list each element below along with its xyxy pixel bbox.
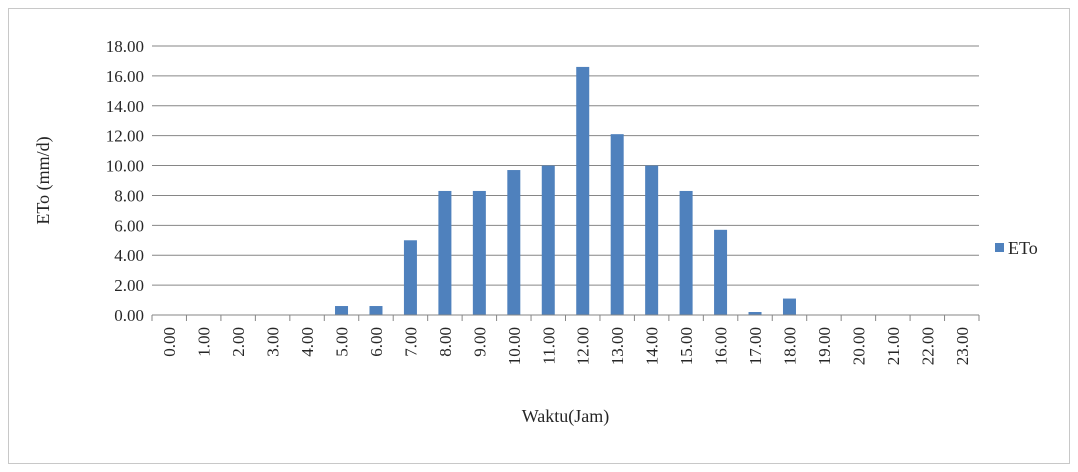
x-tick-label: 10.00: [505, 327, 524, 365]
x-tick-label: 18.00: [780, 327, 799, 365]
y-axis-title: ETo (mm/d): [33, 136, 54, 224]
legend-swatch-eto: [995, 243, 1004, 252]
x-tick-label: 11.00: [539, 327, 558, 365]
x-tick-label: 19.00: [815, 327, 834, 365]
bar-chart: 0.00 2.00 4.00 6.00 8.00 10.00 12.00 14.00 16.00…: [33, 37, 1038, 427]
bar: [576, 66, 590, 315]
x-tick-label: 12.00: [574, 327, 593, 365]
x-tick-label: 3.00: [264, 327, 283, 357]
x-tick-label: 21.00: [884, 327, 903, 365]
x-tick-label: 22.00: [918, 327, 937, 365]
y-tick-label: 8.00: [114, 186, 144, 205]
bar: [610, 134, 624, 315]
bar: [748, 312, 762, 315]
x-tick-label: 7.00: [401, 327, 420, 357]
y-tick-label: 10.00: [106, 157, 144, 176]
y-tick-label: 0.00: [114, 306, 144, 325]
x-tick-label: 20.00: [849, 327, 868, 365]
x-tick-label: 15.00: [677, 327, 696, 365]
bar: [782, 298, 796, 315]
x-tick-label: 13.00: [608, 327, 627, 365]
x-tick-label: 1.00: [195, 327, 214, 357]
x-tick-label: 8.00: [436, 327, 455, 357]
x-tick-label: 14.00: [643, 327, 662, 365]
bar: [507, 170, 521, 315]
y-tick-label: 12.00: [106, 127, 144, 146]
y-tick-label: 14.00: [106, 97, 144, 116]
grid-lines: [152, 45, 979, 286]
bars: [335, 66, 796, 315]
y-axis-ticks: 0.00 2.00 4.00 6.00 8.00 10.00 12.00 14.00 16.00…: [106, 37, 144, 325]
x-tick-label: 0.00: [160, 327, 179, 357]
x-tick-label: 5.00: [333, 327, 352, 357]
bar: [369, 306, 383, 315]
x-tick-label: 9.00: [470, 327, 489, 357]
y-tick-label: 2.00: [114, 276, 144, 295]
y-tick-label: 4.00: [114, 246, 144, 265]
x-tick-label: 6.00: [367, 327, 386, 357]
bar: [472, 190, 486, 315]
bar: [335, 306, 349, 315]
y-tick-label: 18.00: [106, 37, 144, 56]
legend: ETo: [995, 238, 1038, 258]
bar: [403, 240, 417, 315]
y-tick-label: 16.00: [106, 67, 144, 86]
x-axis-ticks: 0.00 1.00 2.00 3.00 4.00 5.00 6.00 7.00 8.00 9.00…: [151, 315, 980, 365]
x-tick-label: 17.00: [746, 327, 765, 365]
x-tick-label: 4.00: [298, 327, 317, 357]
chart-frame: 0.00 2.00 4.00 6.00 8.00 10.00 12.00 14.00 16.00…: [8, 8, 1070, 464]
legend-label-eto: ETo: [1008, 238, 1038, 258]
x-axis-title: Waktu(Jam): [522, 406, 610, 427]
x-tick-label: 23.00: [953, 327, 972, 365]
bar: [645, 165, 659, 315]
y-tick-label: 6.00: [114, 216, 144, 235]
x-tick-label: 16.00: [712, 327, 731, 365]
bar: [714, 229, 728, 315]
x-tick-label: 2.00: [229, 327, 248, 357]
bar: [541, 165, 555, 315]
bar: [438, 190, 452, 315]
bar: [679, 190, 693, 315]
